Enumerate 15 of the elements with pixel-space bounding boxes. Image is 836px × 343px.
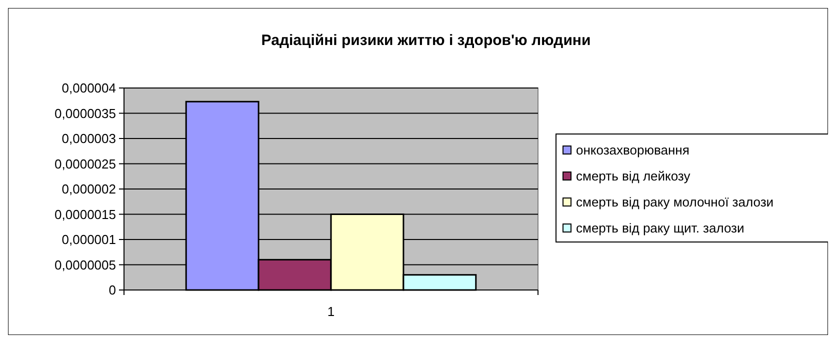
y-tick-label: 0,000001 [62,232,116,248]
legend-label: смерть від лейкозу [576,168,691,184]
y-tick-label: 0,000003 [62,131,116,146]
legend-label: смерть від раку щит. залози [576,220,744,236]
y-tick-label: 0,0000025 [54,156,116,172]
legend-label: смерть від раку молочної залози [576,194,774,210]
x-tick-label: 1 [327,304,335,319]
legend-label: онкозахворювання [576,142,690,158]
y-tick-label: 0 [108,282,116,298]
y-tick-label: 0,000002 [62,182,116,197]
y-tick-label: 0,000004 [62,80,116,96]
y-tick-label: 0,0000015 [54,206,116,222]
y-tick-label: 0,0000005 [54,257,116,272]
y-tick-label: 0,0000035 [54,106,116,121]
chart-title: Радіаційні ризики життю і здоров'ю людини [261,32,591,49]
